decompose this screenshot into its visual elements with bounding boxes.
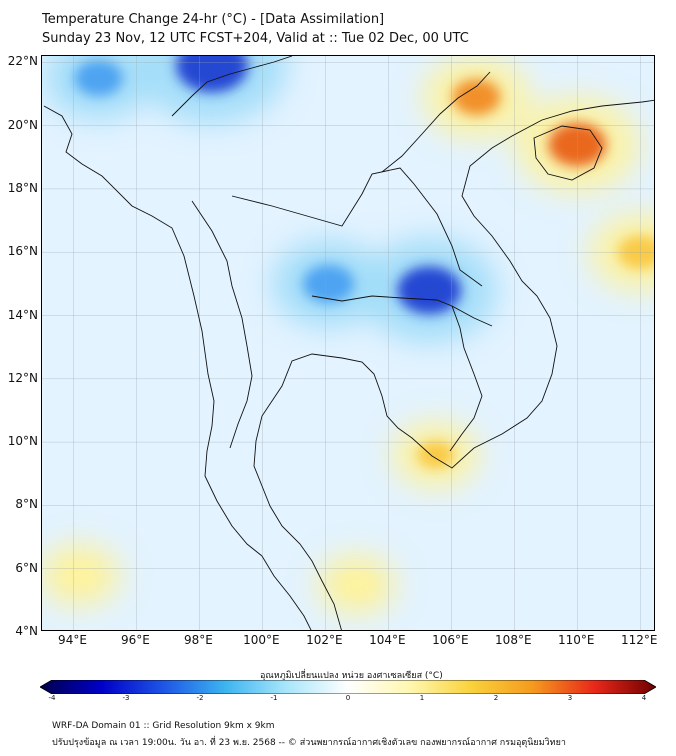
colorbar-ramp [40,680,656,694]
hainan-island [533,125,603,181]
map-panel[interactable] [41,55,655,631]
latitude-tick-label: 16°N [7,244,38,259]
longitude-tick-label: 110°E [558,633,595,647]
coastlines-borders [43,56,654,630]
border-cambodia-vietnam [449,305,483,452]
footer-model-info: WRF-DA Domain 01 :: Grid Resolution 9km … [52,721,275,731]
colorbar-tick-label: -1 [270,694,278,702]
anomaly-core [452,79,501,116]
anomaly-core [74,60,123,97]
anomaly-core [176,56,249,93]
anomaly-core [417,440,454,469]
longitude-tick-label: 112°E [621,633,658,647]
longitude-tick-label: 102°E [306,633,343,647]
colorbar-title: อุณหภูมิเปลี่ยนแปลง หน่วย องศาเซลเซียส (… [260,671,443,681]
peninsula-east-coast [253,99,654,630]
colorbar-tick-label: 1 [419,694,425,702]
anomaly-core [340,572,373,597]
border-laos-vietnam [381,71,491,173]
border-thailand-laos [231,167,483,287]
longitude-tick-label: 96°E [121,633,150,647]
temperature-field-broad [42,56,654,616]
map-subtitle: Sunday 23 Nov, 12 UTC FCST+204, Valid at… [42,31,469,46]
colorbar-tick-label: -2 [196,694,204,702]
latitude-tick-label: 18°N [7,180,38,195]
border-myanmar-thailand [191,200,253,449]
anomaly-core [62,562,97,588]
colorbar [40,680,656,694]
colorbar-tick-label: 3 [567,694,573,702]
colorbar-tick-label: -3 [122,694,130,702]
colorbar-tick-label: 0 [345,694,351,702]
latitude-tick-label: 14°N [7,307,38,322]
temperature-field-core [62,56,654,597]
latitude-tick-label: 8°N [15,497,38,512]
latitude-tick-label: 22°N [7,54,38,69]
longitude-tick-label: 104°E [369,633,406,647]
latitude-tick-label: 12°N [7,370,38,385]
longitude-tick-label: 100°E [243,633,280,647]
map-title: Temperature Change 24-hr (°C) - [Data As… [42,12,385,27]
anomaly-core [397,266,462,315]
colorbar-tick-label: -4 [48,694,56,702]
longitude-tick-label: 98°E [183,633,213,647]
anomaly-core [302,264,355,304]
footer-credit: ปรับปรุงข้อมูล ณ เวลา 19:00น. วัน อา. ที… [52,738,566,748]
latitude-tick-label: 10°N [7,434,38,449]
graticule [42,56,654,630]
border-thailand-cambodia [311,295,493,327]
temperature-field-map[interactable] [42,56,655,631]
longitude-tick-label: 106°E [432,633,469,647]
border-myanmar-china [171,56,293,117]
latitude-tick-label: 4°N [15,624,38,638]
latitude-tick-label: 6°N [15,560,38,575]
longitude-tick-label: 94°E [58,633,87,647]
longitude-tick-label: 108°E [495,633,532,647]
colorbar-tick-label: 2 [493,694,499,702]
colorbar-tick-label: 4 [641,694,647,702]
latitude-tick-label: 20°N [7,117,38,132]
mainland-coastline [43,105,312,630]
